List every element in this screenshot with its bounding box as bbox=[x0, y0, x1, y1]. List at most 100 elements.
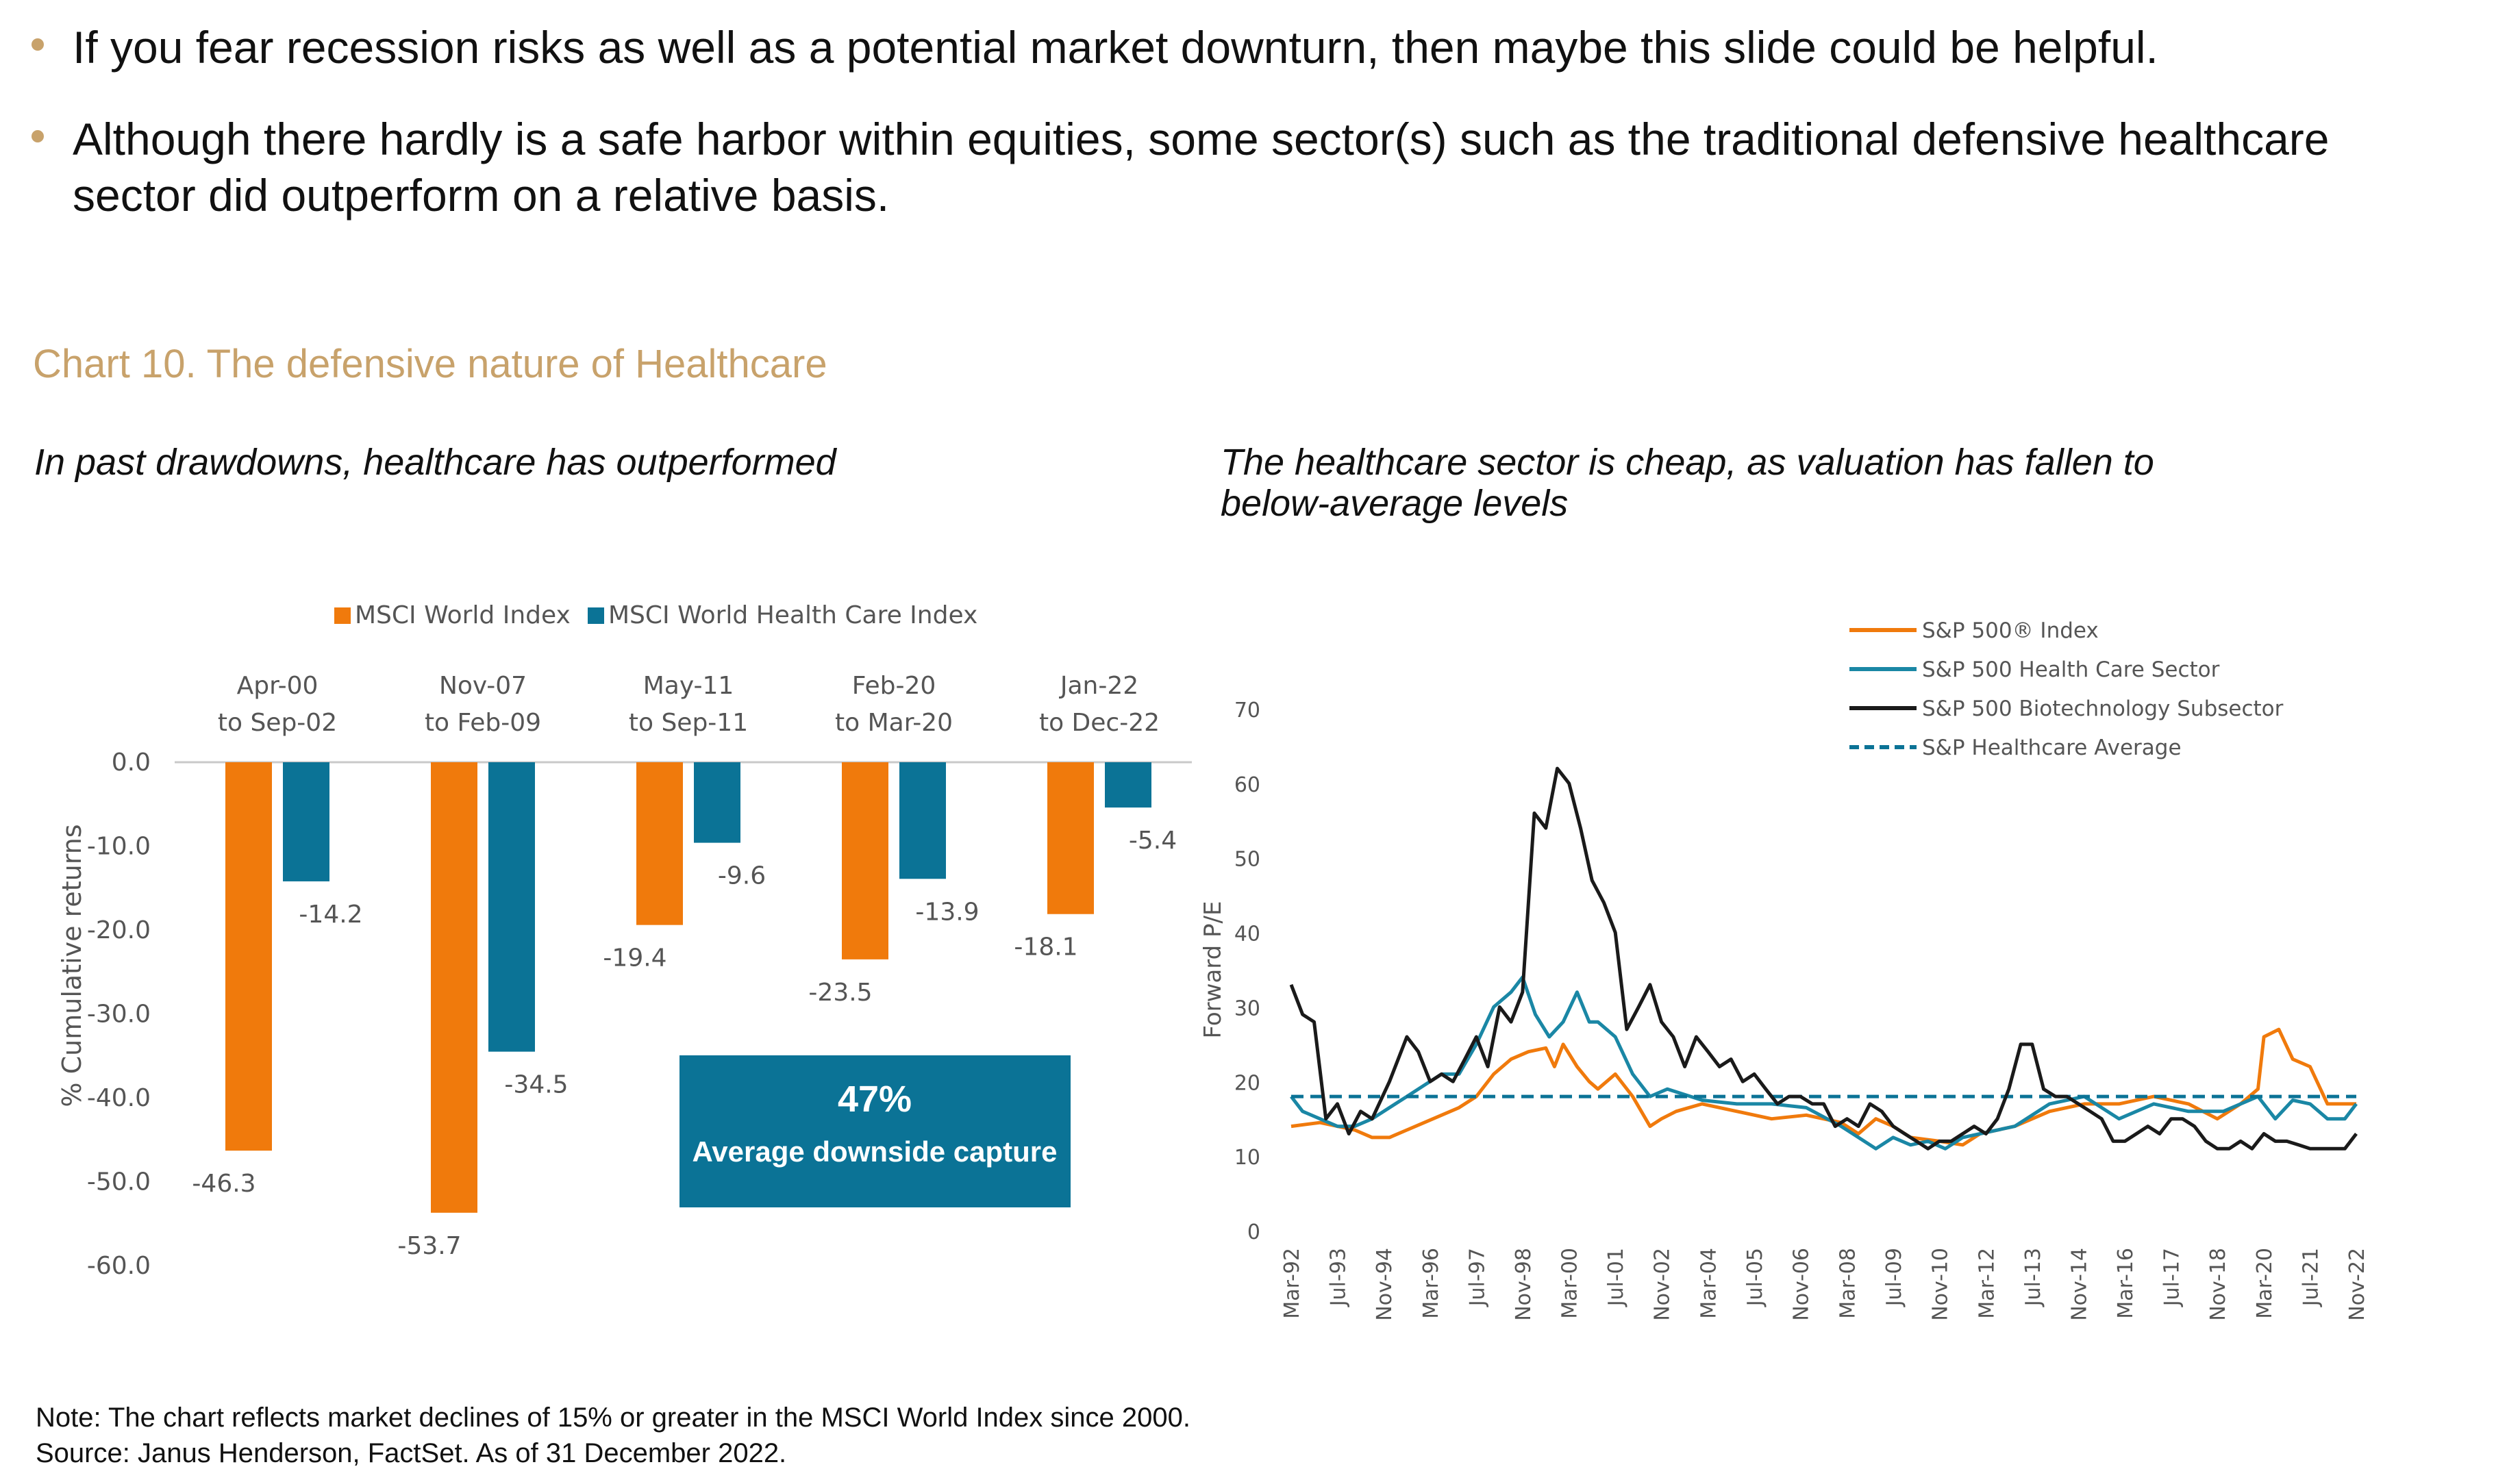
left-chart-subtitle: In past drawdowns, healthcare has outper… bbox=[34, 442, 836, 483]
bar-msci-world bbox=[1047, 762, 1094, 914]
bar-msci-health-care bbox=[899, 762, 946, 879]
y-tick-label: -50.0 bbox=[87, 1168, 151, 1196]
downside-capture-callout: 47% Average downside capture bbox=[679, 1055, 1071, 1207]
x-tick-label: Nov-10 bbox=[1928, 1248, 1952, 1321]
y-tick-label: 50 bbox=[1234, 848, 1260, 872]
y-tick-label: 70 bbox=[1234, 699, 1260, 723]
category-label-line2: to Sep-02 bbox=[218, 709, 337, 737]
y-tick-label: -40.0 bbox=[87, 1084, 151, 1112]
bar-msci-health-care bbox=[694, 762, 740, 843]
chart-heading: Chart 10. The defensive nature of Health… bbox=[33, 342, 827, 386]
category-label-line2: to Sep-11 bbox=[629, 709, 748, 737]
bar-msci-world bbox=[636, 762, 683, 925]
x-tick-label: Jul-17 bbox=[2160, 1248, 2184, 1307]
x-tick-label: Jul-01 bbox=[1604, 1248, 1628, 1307]
line-chart-series bbox=[1289, 766, 2358, 1151]
callout-value: 47% bbox=[838, 1079, 912, 1120]
callout-box bbox=[679, 1055, 1071, 1207]
bullet-dot bbox=[32, 38, 44, 51]
bullet-2-text: Although there hardly is a safe harbor w… bbox=[73, 114, 2330, 164]
data-label-msci-health-care: -13.9 bbox=[915, 898, 979, 926]
legend-label: S&P 500 Biotechnology Subsector bbox=[1922, 696, 2284, 721]
chart-source: Source: Janus Henderson, FactSet. As of … bbox=[36, 1438, 787, 1468]
bullet-2-text-continued: sector did outperform on a relative basi… bbox=[73, 170, 890, 221]
legend-label: S&P Healthcare Average bbox=[1922, 736, 2182, 760]
x-tick-label: Jul-93 bbox=[1326, 1248, 1350, 1307]
y-tick-label: -10.0 bbox=[87, 833, 151, 861]
x-tick-label: Mar-00 bbox=[1558, 1248, 1582, 1319]
data-label-msci-health-care: -5.4 bbox=[1129, 827, 1177, 855]
category-label-line2: to Feb-09 bbox=[425, 709, 541, 737]
category-label-line1: Nov-07 bbox=[439, 672, 527, 700]
y-tick-label: 40 bbox=[1234, 922, 1260, 946]
x-tick-label: Nov-98 bbox=[1512, 1248, 1536, 1321]
forward-pe-line-chart: 0 10 20 30 40 50 60 70 Forward P/E Mar-92 Jul-93 No… bbox=[1199, 618, 2369, 1321]
x-tick-label: Nov-18 bbox=[2206, 1248, 2230, 1321]
x-tick-label: Jul-97 bbox=[1465, 1248, 1489, 1307]
x-tick-label: Jul-21 bbox=[2299, 1248, 2323, 1307]
y-tick-label: -30.0 bbox=[87, 1001, 151, 1029]
x-tick-label: Nov-06 bbox=[1790, 1248, 1814, 1321]
x-tick-label: Jul-09 bbox=[1882, 1248, 1906, 1307]
bullet-dot bbox=[32, 130, 44, 142]
data-label-msci-world: -46.3 bbox=[192, 1170, 255, 1198]
bar-msci-health-care bbox=[488, 762, 535, 1052]
x-tick-label: Mar-16 bbox=[2114, 1248, 2138, 1319]
legend-swatch bbox=[588, 607, 604, 624]
y-axis-label: Forward P/E bbox=[1199, 901, 1227, 1039]
y-tick-label: 60 bbox=[1234, 773, 1260, 797]
y-tick-label: -20.0 bbox=[87, 916, 151, 944]
bar-msci-world bbox=[225, 762, 272, 1151]
y-tick-label: 0 bbox=[1247, 1220, 1260, 1244]
y-tick-label: 30 bbox=[1234, 996, 1260, 1020]
x-tick-label: Nov-94 bbox=[1373, 1248, 1397, 1321]
bar-chart-bars: -46.3 -14.2 -53.7 -34.5 -19.4 -9.6 -23.5 -13.9 -… bbox=[192, 762, 1177, 1260]
bar-msci-health-care bbox=[283, 762, 329, 881]
data-label-msci-world: -23.5 bbox=[808, 979, 872, 1007]
legend-label: S&P 500 Health Care Sector bbox=[1922, 657, 2220, 682]
x-tick-label: Mar-20 bbox=[2253, 1248, 2277, 1319]
legend-label: S&P 500® Index bbox=[1922, 618, 2099, 643]
series-sp500-biotech bbox=[1289, 766, 2358, 1151]
data-label-msci-health-care: -9.6 bbox=[718, 862, 766, 890]
bar-chart-axes: 0.0 -10.0 -20.0 -30.0 -40.0 -50.0 -60.0 % Cumul… bbox=[57, 672, 1192, 1280]
category-label-line1: Jan-22 bbox=[1059, 672, 1138, 700]
right-chart-subtitle: The healthcare sector is cheap, as valua… bbox=[1221, 442, 2154, 524]
legend-swatch bbox=[334, 607, 351, 624]
y-tick-label: -60.0 bbox=[87, 1252, 151, 1280]
bullet-1-text: If you fear recession risks as well as a… bbox=[73, 22, 2158, 73]
x-tick-label: Jul-05 bbox=[1743, 1248, 1767, 1307]
x-tick-label: Mar-92 bbox=[1280, 1248, 1304, 1319]
y-tick-label: 0.0 bbox=[112, 749, 151, 777]
x-tick-label: Mar-96 bbox=[1419, 1248, 1443, 1319]
data-label-msci-health-care: -14.2 bbox=[299, 901, 362, 929]
y-tick-label: 20 bbox=[1234, 1071, 1260, 1095]
category-label-line1: Apr-00 bbox=[237, 672, 319, 700]
data-label-msci-world: -19.4 bbox=[603, 944, 666, 972]
line-chart-legend: S&P 500® Index S&P 500 Health Care Sector… bbox=[1849, 618, 2284, 760]
bar-chart-legend: MSCI World Index MSCI World Health Care I… bbox=[334, 601, 977, 629]
callout-label: Average downside capture bbox=[693, 1135, 1058, 1168]
category-label-line2: to Dec-22 bbox=[1039, 709, 1160, 737]
bar-msci-world bbox=[842, 762, 888, 959]
legend-label: MSCI World Health Care Index bbox=[608, 601, 977, 629]
x-tick-label: Jul-13 bbox=[2021, 1248, 2045, 1307]
y-tick-label: 10 bbox=[1234, 1146, 1260, 1170]
chart-note: Note: The chart reflects market declines… bbox=[36, 1403, 1190, 1433]
x-tick-label: Mar-04 bbox=[1697, 1248, 1721, 1319]
series-sp500-health-care bbox=[1290, 975, 2358, 1151]
category-label-line1: May-11 bbox=[643, 672, 734, 700]
drawdown-bar-chart: 0.0 -10.0 -20.0 -30.0 -40.0 -50.0 -60.0 % Cumul… bbox=[57, 601, 1192, 1280]
category-label-line1: Feb-20 bbox=[852, 672, 936, 700]
data-label-msci-health-care: -34.5 bbox=[504, 1071, 568, 1099]
x-tick-label: Nov-22 bbox=[2345, 1248, 2369, 1321]
bar-msci-world bbox=[431, 762, 477, 1213]
data-label-msci-world: -53.7 bbox=[397, 1232, 461, 1260]
data-label-msci-world: -18.1 bbox=[1014, 933, 1077, 962]
x-tick-label: Mar-08 bbox=[1836, 1248, 1860, 1319]
x-tick-label: Mar-12 bbox=[1975, 1248, 1999, 1319]
x-tick-label: Nov-02 bbox=[1651, 1248, 1675, 1321]
x-tick-label: Nov-14 bbox=[2067, 1248, 2091, 1321]
legend-label: MSCI World Index bbox=[355, 601, 571, 629]
line-chart-axes: 0 10 20 30 40 50 60 70 Forward P/E Mar-92 Jul-93 No… bbox=[1199, 699, 2369, 1321]
